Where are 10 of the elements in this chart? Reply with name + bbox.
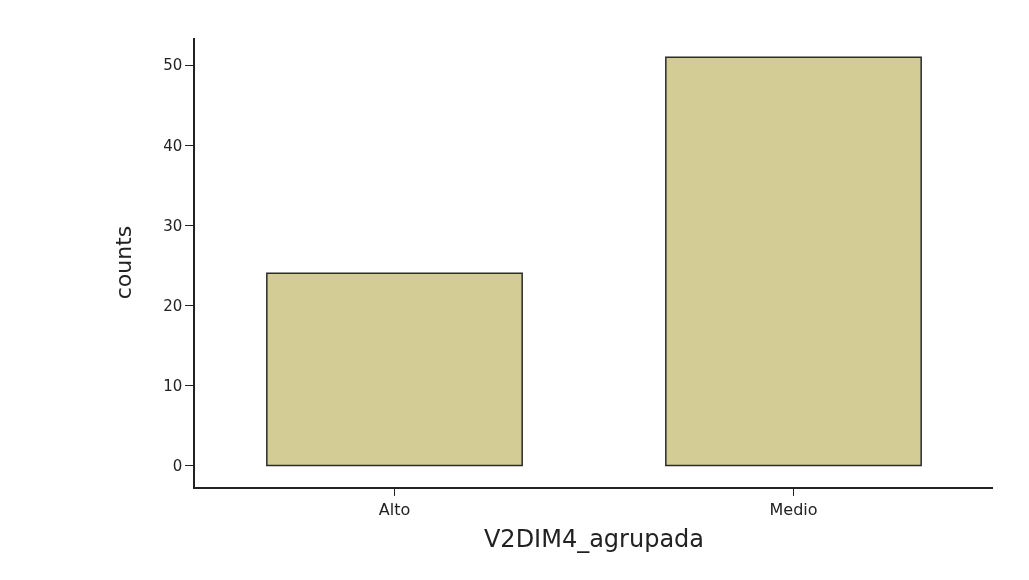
- y-tick-label: 40: [163, 136, 183, 155]
- y-tick-label: 30: [163, 216, 183, 235]
- y-axis-title: counts: [111, 225, 137, 300]
- y-tick-label: 10: [163, 376, 183, 395]
- y-tick-label: 0: [172, 456, 183, 475]
- x-tick-label: Medio: [769, 499, 818, 519]
- x-tick-label: Alto: [378, 499, 411, 519]
- y-tick-label: 20: [163, 296, 183, 315]
- x-axis-title: V2DIM4_agrupada: [483, 524, 705, 553]
- y-tick-label: 50: [163, 56, 183, 75]
